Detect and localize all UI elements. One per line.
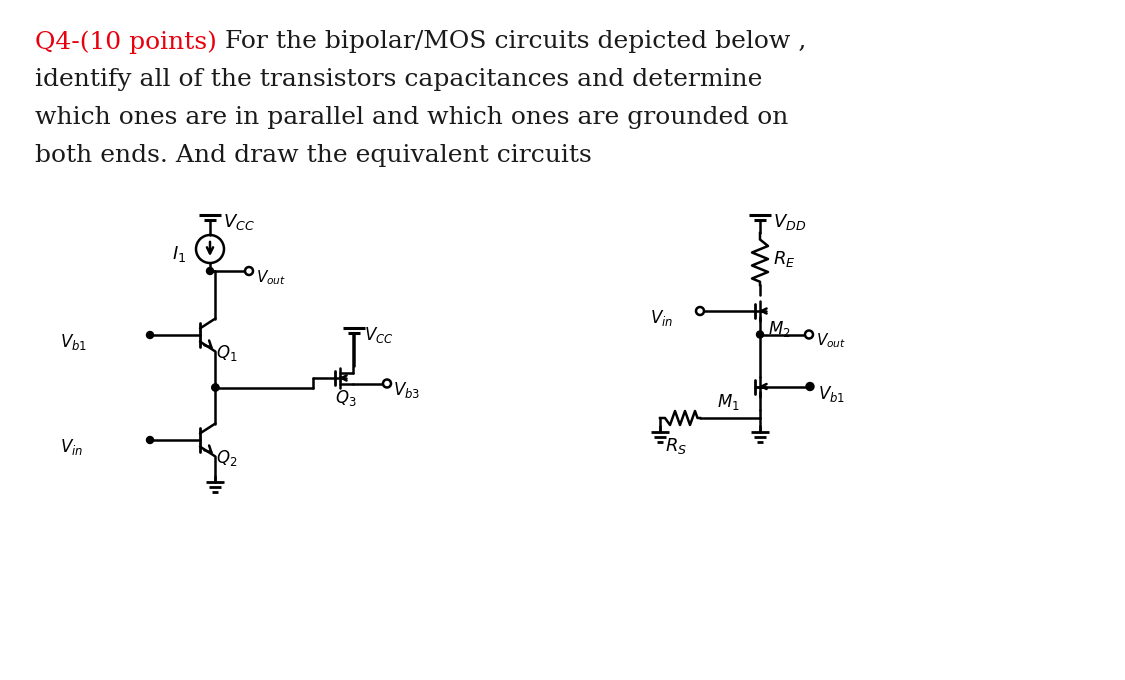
Text: $M_1$: $M_1$ [717,392,740,413]
Text: $V_{out}$: $V_{out}$ [256,268,286,287]
Text: $Q_3$: $Q_3$ [335,388,357,408]
Text: $V_{in}$: $V_{in}$ [60,437,83,457]
Text: identify all of the transistors capacitances and determine: identify all of the transistors capacita… [35,68,763,91]
Text: $I_1$: $I_1$ [172,244,186,264]
Text: $M_2$: $M_2$ [768,319,791,339]
Text: $R_E$: $R_E$ [773,249,795,269]
Circle shape [382,379,391,388]
Text: For the bipolar/MOS circuits depicted below ,: For the bipolar/MOS circuits depicted be… [225,30,807,53]
Text: $V_{b1}$: $V_{b1}$ [60,332,87,352]
Text: $Q_2$: $Q_2$ [216,448,237,468]
Circle shape [756,331,764,338]
Text: $V_{b1}$: $V_{b1}$ [818,384,845,403]
Circle shape [696,307,704,315]
Text: $V_{DD}$: $V_{DD}$ [773,212,807,232]
Text: $R_S$: $R_S$ [665,436,687,456]
Circle shape [146,437,153,443]
Text: Q4-(10 points): Q4-(10 points) [35,30,217,54]
Circle shape [207,267,214,275]
Circle shape [146,332,153,339]
Text: both ends. And draw the equivalent circuits: both ends. And draw the equivalent circu… [35,144,592,167]
Text: $V_{CC}$: $V_{CC}$ [364,325,394,345]
Circle shape [806,330,813,339]
Text: $Q_1$: $Q_1$ [216,343,237,363]
Circle shape [212,384,219,391]
Text: $V_{b3}$: $V_{b3}$ [393,381,421,401]
Text: $V_{out}$: $V_{out}$ [816,332,846,350]
Circle shape [245,267,253,275]
Circle shape [806,382,814,390]
Text: $V_{CC}$: $V_{CC}$ [223,212,255,232]
Text: $V_{in}$: $V_{in}$ [650,308,673,328]
Circle shape [212,384,219,391]
Text: which ones are in parallel and which ones are grounded on: which ones are in parallel and which one… [35,106,789,129]
